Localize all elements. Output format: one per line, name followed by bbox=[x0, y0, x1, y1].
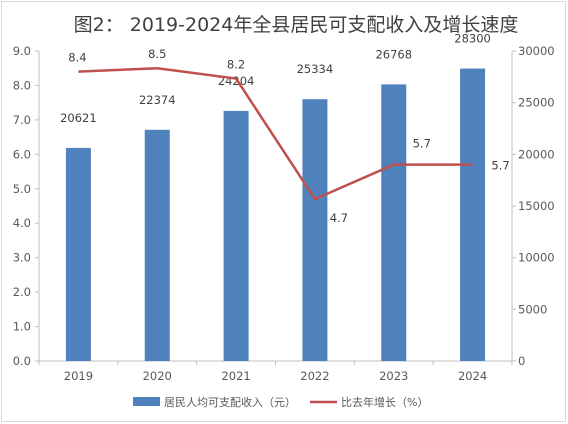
left-tick-label: 7.0 bbox=[13, 113, 31, 127]
left-tick-label: 4.0 bbox=[13, 216, 31, 230]
growth-point-label: 5.7 bbox=[413, 137, 431, 151]
income-bar-label: 28300 bbox=[454, 32, 491, 46]
right-tick-label: 15000 bbox=[518, 199, 555, 213]
x-tick-label: 2024 bbox=[458, 369, 487, 383]
income-bar bbox=[381, 84, 407, 361]
right-tick-label: 0 bbox=[518, 354, 525, 368]
left-tick-label: 5.0 bbox=[13, 182, 31, 196]
right-tick-label: 25000 bbox=[518, 96, 555, 110]
x-tick-label: 2019 bbox=[64, 369, 93, 383]
income-bar-label: 22374 bbox=[139, 93, 176, 107]
income-bar-label: 20621 bbox=[60, 111, 97, 125]
legend-label-income: 居民人均可支配收入（元） bbox=[164, 395, 296, 409]
right-tick-label: 30000 bbox=[518, 44, 555, 58]
income-bar-label: 26768 bbox=[375, 47, 412, 61]
left-tick-label: 3.0 bbox=[13, 251, 31, 265]
left-tick-label: 8.0 bbox=[13, 78, 31, 92]
right-tick-label: 10000 bbox=[518, 251, 555, 265]
income-bar-label: 25334 bbox=[297, 62, 334, 76]
left-tick-label: 6.0 bbox=[13, 147, 31, 161]
left-tick-label: 9.0 bbox=[13, 44, 31, 58]
income-bar bbox=[460, 68, 486, 362]
income-bar bbox=[223, 110, 249, 361]
right-tick-label: 20000 bbox=[518, 147, 555, 161]
income-bar bbox=[302, 99, 328, 361]
left-tick-label: 0.0 bbox=[13, 354, 31, 368]
growth-point-label: 8.2 bbox=[227, 58, 245, 72]
x-tick-label: 2021 bbox=[221, 369, 250, 383]
chart-title: 图2： 2019-2024年全县居民可支配收入及增长速度 bbox=[74, 14, 519, 36]
x-tick-label: 2022 bbox=[300, 369, 329, 383]
legend-swatch-income bbox=[133, 397, 160, 406]
right-tick-label: 5000 bbox=[518, 302, 547, 316]
legend-label-growth: 比去年增长（%） bbox=[341, 395, 428, 409]
income-bar bbox=[65, 147, 91, 361]
growth-point-label: 8.5 bbox=[148, 47, 166, 61]
x-tick-label: 2023 bbox=[379, 369, 408, 383]
plot-area: 0.0 1.0 2.0 3.0 4.0 5.0 6.0 7.0 8.0 9.0 0 5000 10000… bbox=[13, 32, 555, 383]
income-bar bbox=[144, 129, 170, 361]
growth-point-label: 4.7 bbox=[330, 211, 348, 225]
left-tick-label: 1.0 bbox=[13, 320, 31, 334]
left-tick-label: 2.0 bbox=[13, 285, 31, 299]
legend: 居民人均可支配收入（元） 比去年增长（%） bbox=[133, 395, 428, 409]
growth-point-label: 8.4 bbox=[68, 51, 86, 65]
growth-point-label: 5.7 bbox=[491, 159, 509, 173]
growth-line bbox=[78, 66, 473, 201]
x-tick-label: 2020 bbox=[143, 369, 172, 383]
